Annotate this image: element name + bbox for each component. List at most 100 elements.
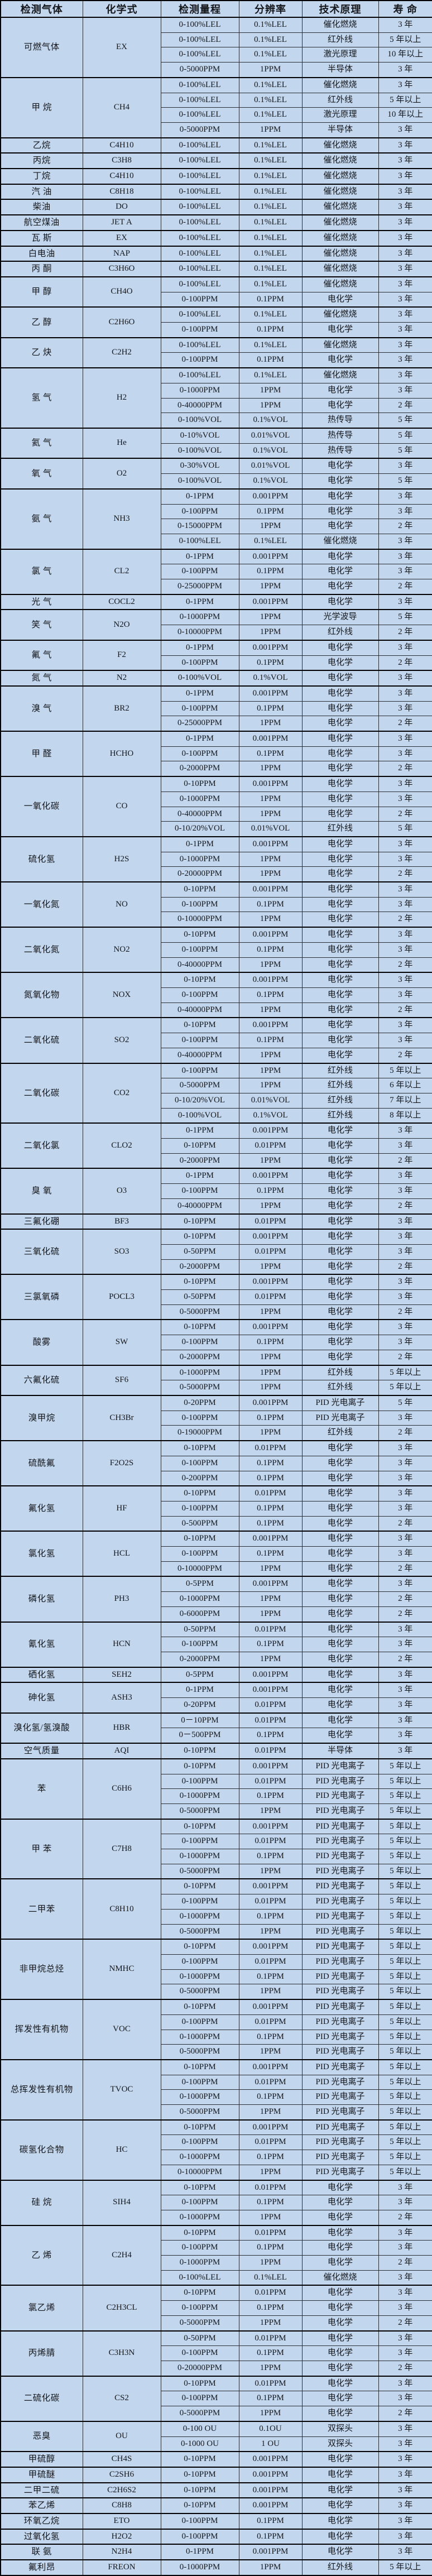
- formula-cell: C6H6: [82, 1758, 161, 1820]
- lifespan-cell: 3 年: [378, 836, 432, 852]
- gas-name-cell: 笑 气: [0, 609, 83, 641]
- table-row: 0-50PPM 0.01PPM 电化学 3 年: [1, 1289, 432, 1305]
- table-row: 环氧乙烷 ETO 0-100PPM 0.1PPM 电化学 3 年: [0, 2513, 432, 2530]
- gas-name-cell: 氟 气: [0, 639, 83, 671]
- range-cell: 0-1PPM: [160, 731, 239, 747]
- lifespan-cell: 2 年: [378, 2255, 432, 2271]
- table-row: 三氯氧磷 POCL3 0-10PPM 0.001PPM 电化学 3 年: [0, 1274, 432, 1320]
- resolution-cell: 0.01PPM: [238, 2285, 303, 2301]
- resolution-cell: 0.1%LEL: [238, 261, 303, 277]
- gas-name-cell: 三氯氧磷: [0, 1274, 83, 1320]
- lifespan-cell: 5 年以上: [378, 1908, 432, 1925]
- lifespan-cell: 3 年: [378, 881, 432, 898]
- principle-cell: 电化学: [301, 1591, 379, 1607]
- formula-cell: C2H2: [82, 337, 161, 368]
- table-row: 0-40000PPM 1PPM 电化学 2 年: [1, 957, 432, 973]
- range-cell: 0-1PPM: [160, 836, 239, 852]
- table-row: 0-15000PPM 1PPM 电化学 2 年: [1, 519, 432, 534]
- table-row: 氯乙烯 C2H3CL 0-10PPM 0.01PPM 电化学 3 年: [0, 2285, 432, 2332]
- resolution-cell: 0.1%LEL: [238, 183, 303, 200]
- table-row: 乙 烯 C2H4 0-10PPM 0.01PPM 电化学 3 年: [0, 2224, 432, 2286]
- principle-cell: 电化学: [301, 397, 379, 414]
- range-cell: 0-10PPM: [160, 2119, 239, 2136]
- gas-name-cell: 二氧化碳: [0, 1062, 83, 1124]
- lifespan-cell: 3 年: [378, 1743, 432, 1759]
- range-cell: 0-10PPM: [160, 1999, 239, 2015]
- range-cell: 0-100%LEL: [160, 107, 239, 123]
- lifespan-cell: 2 年: [378, 1153, 432, 1169]
- principle-cell: 电化学: [301, 942, 379, 958]
- lifespan-cell: 5 年以上: [378, 2150, 432, 2165]
- lifespan-cell: 3 年: [378, 229, 432, 247]
- range-cell: 0-10PPM: [160, 1274, 239, 1291]
- range-cell: 0-10PPM: [160, 776, 239, 792]
- range-cell: 0-1000PPM: [160, 2559, 239, 2576]
- resolution-cell: 0.01PPM: [238, 1773, 303, 1790]
- principle-cell: 电化学: [301, 382, 379, 399]
- table-row: 氧 气 O2 0-30%VOL 0.01%VOL 电化学 3 年: [0, 458, 432, 490]
- resolution-cell: 0.1PPM: [238, 2195, 303, 2210]
- gas-name-cell: 环氧乙烷: [0, 2513, 83, 2530]
- resolution-cell: 0.01PPM: [238, 1244, 303, 1260]
- lifespan-cell: 3 年: [378, 214, 432, 231]
- lifespan-cell: 5 年以上: [378, 1364, 432, 1381]
- table-row: 二氧化碳 CO2 0-100PPM 1PPM 红外线 5 年以上: [0, 1062, 432, 1124]
- table-row: 0-1000PPM 0.1PPM PID 光电离子 5 年以上: [1, 1908, 432, 1925]
- gas-name-cell: 恶臭: [0, 2420, 83, 2452]
- gas-name-cell: 一氧化氮: [0, 881, 83, 928]
- gas-name-cell: 甲 烷: [0, 76, 83, 138]
- table-row: 一氧化碳 CO 0-10PPM 0.001PPM 电化学 3 年: [0, 776, 432, 837]
- table-row: 0-100PPM 0.1PPM 电化学 3 年: [1, 352, 432, 368]
- principle-cell: 电化学: [301, 836, 379, 852]
- lifespan-cell: 3 年: [378, 1470, 432, 1486]
- lifespan-cell: 10 年以上: [378, 107, 432, 123]
- lifespan-cell: 2 年: [378, 655, 432, 671]
- resolution-cell: 0.1%LEL: [238, 229, 303, 247]
- range-cell: 0-100%LEL: [160, 229, 239, 247]
- resolution-cell: 0.1%LEL: [238, 32, 303, 48]
- resolution-cell: 0.1PPM: [238, 291, 303, 308]
- range-cell: 0-50PPM: [160, 1289, 239, 1305]
- table-row: 氟化氢 HF 0-10PPM 0.01PPM 电化学 3 年: [0, 1485, 432, 1532]
- lifespan-cell: 5 年以上: [378, 2104, 432, 2121]
- range-cell: 0-5000PPM: [160, 1923, 239, 1940]
- resolution-cell: 0.1%VOL: [238, 412, 303, 429]
- resolution-cell: 1PPM: [238, 1591, 303, 1607]
- resolution-cell: 0.1%LEL: [238, 337, 303, 353]
- range-cell: 0-10PPM: [160, 1138, 239, 1154]
- principle-cell: 光学波导: [301, 609, 379, 626]
- lifespan-cell: 3 年: [378, 1410, 432, 1426]
- resolution-cell: 0.1PPM: [238, 503, 303, 520]
- table-row: 氮氧化物 NOX 0-10PPM 0.001PPM 电化学 3 年: [0, 972, 432, 1018]
- resolution-cell: 0.01PPM: [238, 2330, 303, 2347]
- table-row: 二氧化硫 SO2 0-10PPM 0.001PPM 电化学 3 年: [0, 1017, 432, 1064]
- principle-cell: 电化学: [301, 1651, 379, 1668]
- principle-cell: PID 光电离子: [301, 1999, 379, 2015]
- lifespan-cell: 2 年: [378, 716, 432, 732]
- lifespan-cell: 3 年: [378, 1500, 432, 1517]
- resolution-cell: 1PPM: [238, 2164, 303, 2181]
- table-row: 0-40000PPM 1PPM 电化学 2 年: [1, 806, 432, 822]
- range-cell: 0-100PPM: [160, 1500, 239, 1517]
- range-cell: 0-10PPM: [160, 1319, 239, 1336]
- lifespan-cell: 3 年: [378, 896, 432, 913]
- table-row: 0-100%VOL 0.1%VOL 热传导 5 年: [1, 412, 432, 429]
- formula-cell: C3H3N: [82, 2330, 161, 2377]
- table-row: 二氧化氯 CLO2 0-1PPM 0.001PPM 电化学 3 年: [0, 1122, 432, 1169]
- formula-cell: C8H10: [82, 1878, 161, 1940]
- range-cell: 0-20PPM: [160, 1697, 239, 1714]
- lifespan-cell: 3 年: [378, 1274, 432, 1291]
- lifespan-cell: 3 年: [378, 2528, 432, 2545]
- resolution-cell: 0.01PPM: [238, 1954, 303, 1970]
- resolution-cell: 1PPM: [238, 791, 303, 807]
- resolution-cell: 1PPM: [238, 2255, 303, 2271]
- gas-name-cell: 氰化氢: [0, 1621, 83, 1668]
- principle-cell: 电化学: [301, 957, 379, 973]
- lifespan-cell: 3 年: [378, 1712, 432, 1729]
- table-row: 笑 气 N2O 0-1000PPM 1PPM 光学波导 5 年: [0, 609, 432, 641]
- principle-cell: 电化学: [301, 473, 379, 490]
- table-row: 三氧化硫 SO3 0-10PPM 0.001PPM 电化学 3 年: [0, 1229, 432, 1275]
- formula-cell: NO2: [82, 927, 161, 973]
- resolution-cell: 0.1PPM: [238, 1183, 303, 1199]
- principle-cell: PID 光电离子: [301, 2014, 379, 2030]
